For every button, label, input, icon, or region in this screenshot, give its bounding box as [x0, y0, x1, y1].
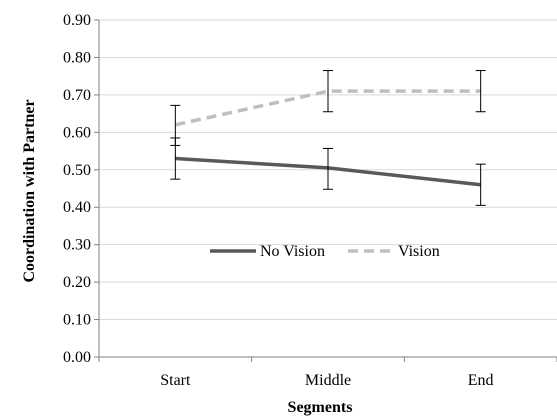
- legend-label: Vision: [398, 243, 440, 260]
- y-tick-label: 0.70: [63, 87, 91, 104]
- y-axis-title: Coordination with Partner: [21, 99, 38, 282]
- y-tick-label: 0.20: [63, 274, 91, 291]
- y-tick-label: 0.50: [63, 162, 91, 179]
- y-tick-labels: 0.00 0.10 0.20 0.30 0.40 0.50 0.60 0.70 0.80 0.90: [63, 12, 91, 366]
- x-axis-title: Segments: [288, 399, 353, 416]
- x-tick-label: End: [468, 372, 494, 389]
- x-tick-labels: Start Middle End: [160, 372, 493, 389]
- y-tick-label: 0.10: [63, 312, 91, 329]
- y-tick-label: 0.30: [63, 237, 91, 254]
- y-tick-label: 0.00: [63, 349, 91, 366]
- x-tick-label: Start: [160, 372, 191, 389]
- series-group: [170, 70, 486, 206]
- y-tick-label: 0.60: [63, 124, 91, 141]
- x-tick-label: Middle: [305, 372, 351, 389]
- legend-label: No Vision: [260, 243, 325, 260]
- y-tick-label: 0.40: [63, 199, 91, 216]
- series-line-vision: [174, 89, 481, 127]
- legend: No Vision Vision: [210, 243, 440, 260]
- y-tick-label: 0.80: [63, 49, 91, 66]
- y-tick-label: 0.90: [63, 12, 91, 29]
- axes: [94, 19, 557, 362]
